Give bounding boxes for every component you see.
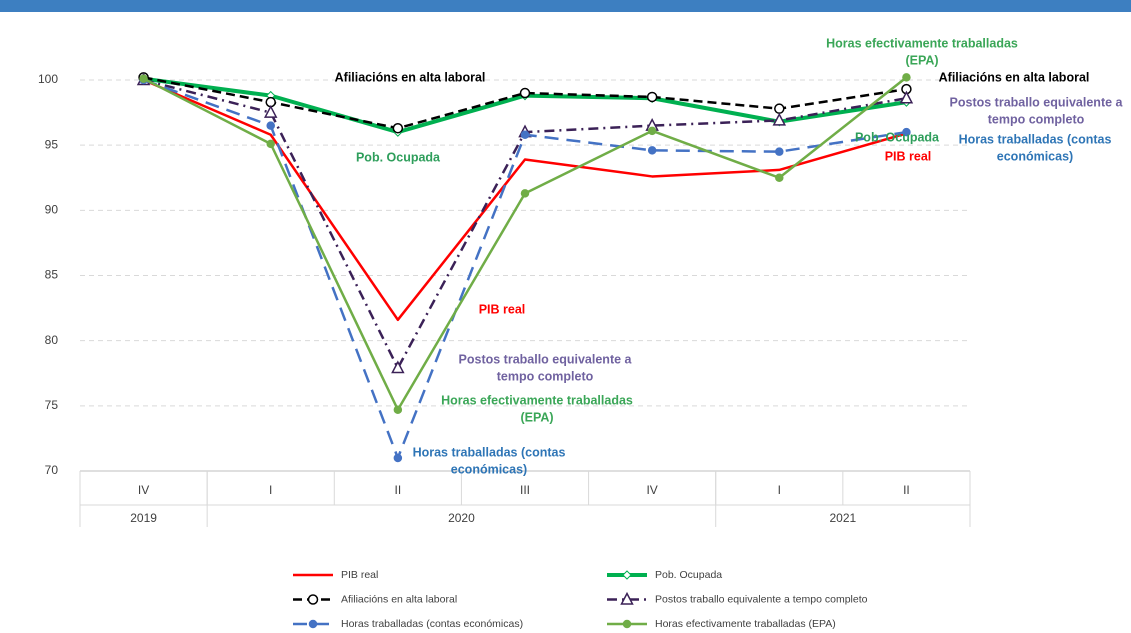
data-point — [646, 91, 658, 103]
y-tick-label: 100 — [38, 72, 58, 86]
data-point — [775, 173, 784, 182]
series-line — [143, 78, 907, 322]
data-point — [520, 130, 530, 139]
x-group-label: 2021 — [830, 511, 857, 525]
legend-marker — [307, 594, 319, 605]
data-point — [647, 126, 657, 136]
annotation: (EPA) — [905, 53, 938, 67]
x-tick-label: IV — [646, 483, 657, 497]
data-point — [647, 146, 657, 155]
annotation: Pob. Ocupada — [855, 130, 940, 144]
annotation: Horas efectivamente traballadas — [826, 36, 1018, 50]
legend-label: Horas traballadas (contas económicas) — [341, 618, 523, 630]
data-point — [772, 112, 787, 126]
legend-label: PIB real — [341, 569, 378, 581]
y-tick-label: 85 — [45, 268, 59, 282]
annotation: Horas efectivamente traballadas — [441, 393, 633, 407]
legend-label: Horas efectivamente traballadas (EPA) — [655, 618, 836, 630]
data-point — [519, 87, 531, 99]
legend-label: Pob. Ocupada — [655, 569, 722, 581]
annotation: PIB real — [885, 149, 932, 163]
data-point — [266, 139, 275, 149]
annotation: (EPA) — [520, 410, 553, 424]
x-group-label: 2019 — [130, 511, 157, 525]
data-point — [520, 189, 530, 198]
x-tick-label: I — [269, 483, 272, 497]
x-tick-label: II — [395, 483, 402, 497]
annotation: tempo completo — [497, 369, 594, 383]
data-point — [393, 453, 403, 463]
data-point — [393, 405, 403, 414]
legend-marker — [308, 619, 318, 629]
data-point — [139, 74, 148, 83]
x-tick-label: II — [903, 483, 910, 497]
data-point — [899, 90, 914, 104]
annotation: Afiliacións en alta laboral — [939, 70, 1090, 84]
data-point — [774, 103, 785, 114]
legend-label: Afiliacións en alta laboral — [341, 593, 457, 605]
data-point — [902, 73, 911, 82]
legend-label: Postos traballo equivalente a tempo comp… — [655, 593, 868, 605]
data-point — [902, 127, 911, 137]
top-banner — [0, 0, 1131, 12]
annotation: Horas traballadas (contas — [413, 445, 566, 459]
annotation: PIB real — [479, 302, 526, 316]
annotation: Postos traballo equivalente a — [950, 95, 1124, 109]
y-tick-label: 75 — [45, 398, 59, 412]
x-tick-label: III — [520, 483, 530, 497]
y-tick-label: 95 — [45, 137, 59, 151]
x-tick-label: I — [778, 483, 781, 497]
y-tick-label: 90 — [45, 203, 59, 217]
annotation: Pob. Ocupada — [356, 150, 441, 164]
data-point — [391, 360, 405, 374]
y-tick-label: 80 — [45, 333, 59, 347]
annotation: Horas traballadas (contas — [959, 132, 1112, 146]
y-tick-label: 70 — [45, 463, 59, 477]
data-point — [775, 147, 784, 156]
annotation: Afiliacións en alta laboral — [335, 70, 486, 84]
annotation: Postos traballo equivalente a — [459, 352, 633, 366]
annotation: económicas) — [451, 462, 527, 476]
annotation: tempo completo — [988, 112, 1085, 126]
data-point — [266, 121, 275, 130]
x-group-label: 2020 — [448, 511, 475, 525]
legend-marker — [620, 591, 634, 605]
x-tick-label: IV — [138, 483, 149, 497]
legend-marker — [622, 619, 632, 629]
legend-marker — [622, 570, 632, 580]
data-point — [392, 122, 404, 134]
data-point — [263, 104, 278, 118]
annotation: económicas) — [997, 149, 1073, 163]
